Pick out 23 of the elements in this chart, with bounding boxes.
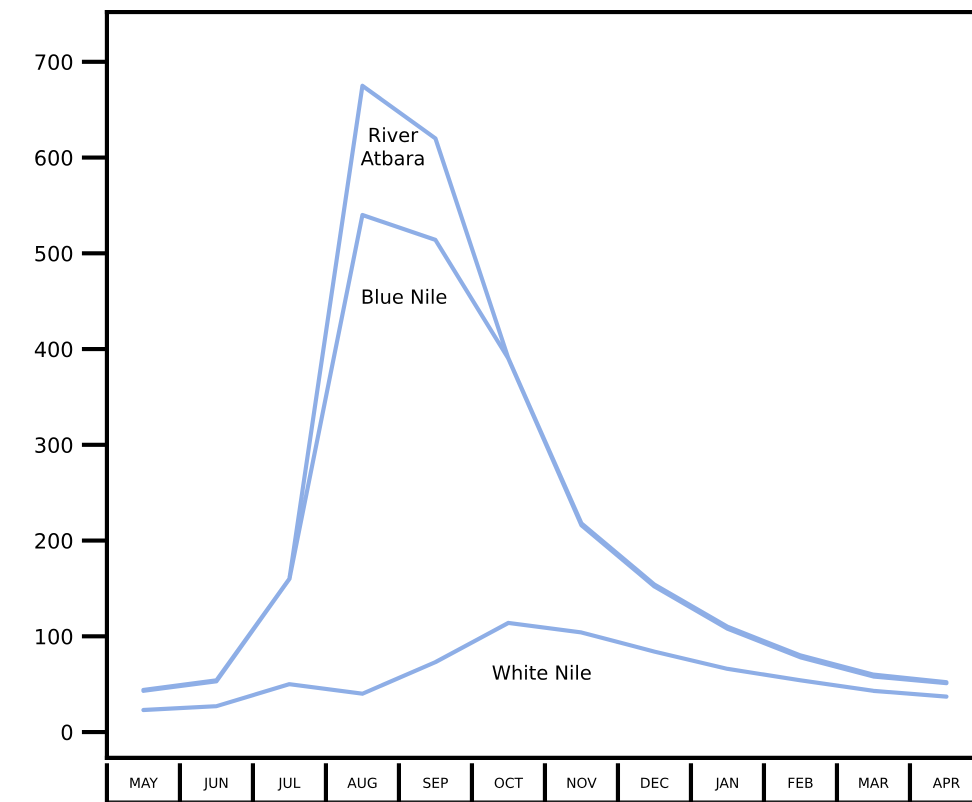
x-tick-label: SEP	[423, 778, 448, 788]
x-tick-label: MAR	[859, 778, 889, 788]
x-tick-label: JAN	[714, 778, 738, 791]
x-tick-label: JUL	[278, 778, 300, 791]
x-tick-label: OCT	[494, 778, 524, 788]
x-tick-label: DEC	[641, 778, 668, 788]
y-tick-label: 0	[62, 724, 72, 740]
x-tick-label: APR	[932, 778, 960, 788]
x-tick-label: JUN	[203, 778, 228, 791]
y-tick-label: 700	[36, 54, 72, 70]
x-tick-label: MAY	[130, 778, 158, 788]
y-tick-label: 600	[35, 150, 72, 166]
x-tick-label: AUG	[347, 778, 377, 788]
x-tick-label: NOV	[568, 778, 597, 788]
y-tick-label: 100	[36, 628, 72, 645]
y-tick-label: 400	[34, 342, 72, 358]
series-label: River Atbara	[360, 127, 424, 166]
series-label: White Nile	[492, 664, 591, 680]
x-tick-label: FEB	[788, 778, 813, 788]
series-label: Blue Nile	[362, 288, 446, 304]
y-tick-label: 300	[35, 437, 72, 454]
y-tick-label: 200	[35, 533, 72, 549]
y-tick-label: 500	[35, 246, 72, 262]
